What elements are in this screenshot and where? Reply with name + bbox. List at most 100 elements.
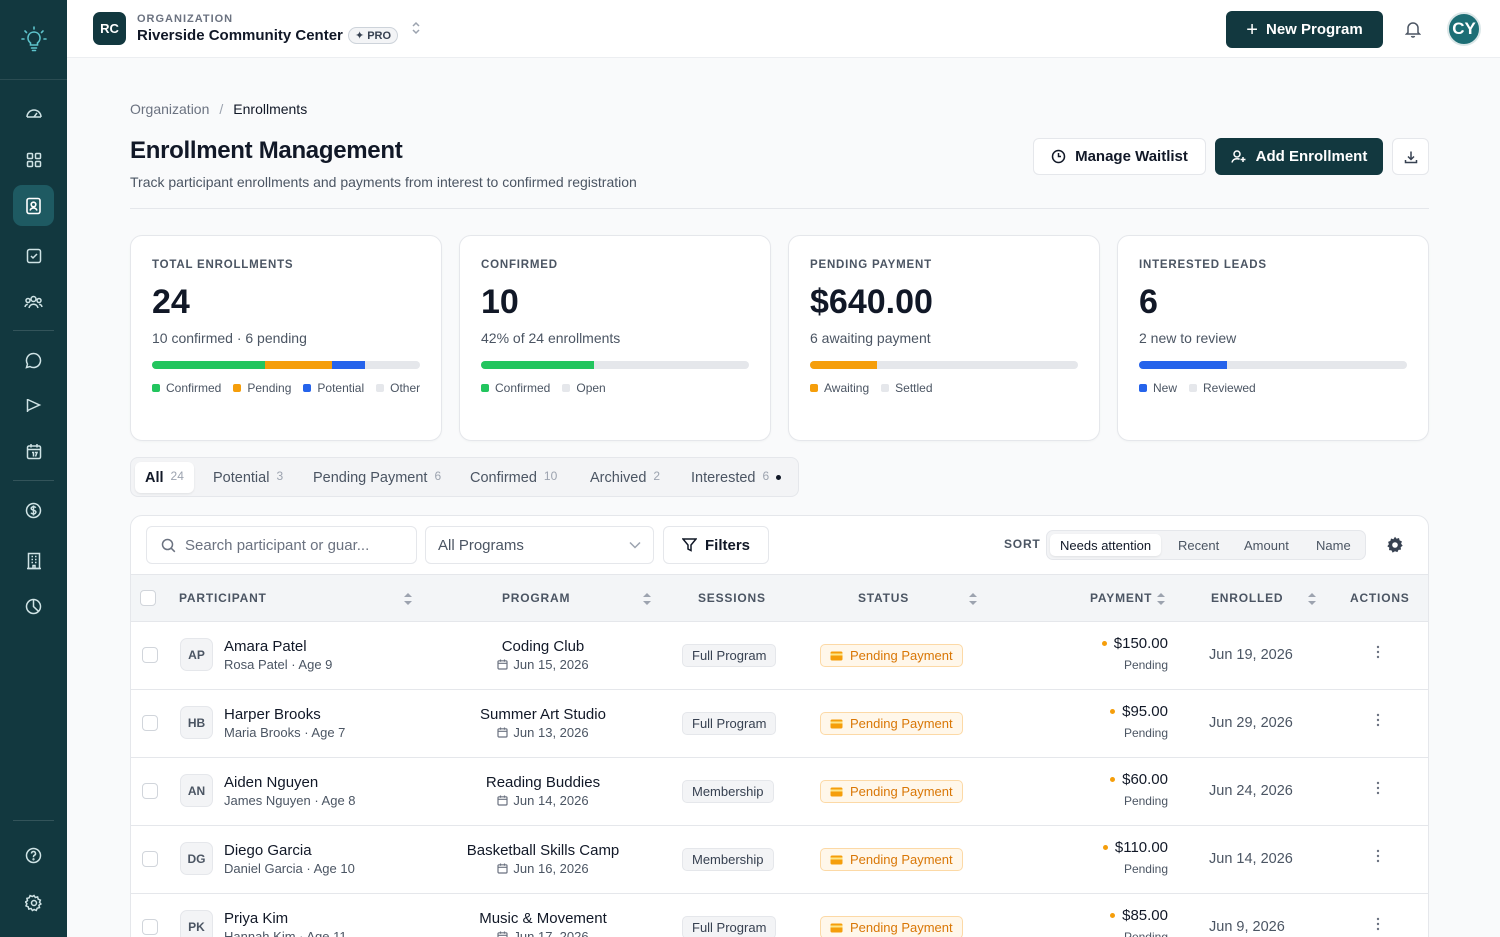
row-checkbox[interactable] (142, 783, 158, 799)
sidebar-item-tasks-icon[interactable] (13, 235, 54, 276)
sort-arrows-icon[interactable] (1307, 591, 1317, 607)
org-name[interactable]: Riverside Community Center (137, 27, 343, 44)
main-content: Organization / Enrollments Enrollment Ma… (67, 58, 1500, 937)
sidebar-item-dashboard-icon[interactable] (13, 92, 54, 133)
row-actions-kebab-icon[interactable] (1376, 645, 1380, 659)
program-name[interactable]: Reading Buddies (485, 774, 601, 791)
column-enrolled[interactable]: ENROLLED (1211, 591, 1284, 605)
tab-confirmed[interactable]: Confirmed 10 (460, 462, 567, 493)
notifications-bell-icon[interactable] (1405, 20, 1421, 38)
user-avatar[interactable]: CY (1447, 12, 1481, 46)
org-label: ORGANIZATION (137, 13, 234, 25)
row-actions-kebab-icon[interactable] (1376, 849, 1380, 863)
sidebar-item-building-icon[interactable] (13, 540, 54, 581)
sidebar-item-people-icon[interactable] (13, 281, 54, 322)
tab-potential[interactable]: Potential 3 (203, 462, 293, 493)
breadcrumb-current: Enrollments (233, 101, 308, 117)
app-logo-icon[interactable] (0, 0, 67, 80)
download-icon (1404, 151, 1417, 163)
org-logo[interactable]: RC (93, 12, 126, 45)
legend-item: Settled (881, 380, 933, 395)
tab-label: Potential (213, 469, 270, 486)
table-row[interactable]: AN Aiden Nguyen James Nguyen · Age 8 Readin… (131, 758, 1428, 826)
sort-amount[interactable]: Amount (1244, 537, 1289, 553)
legend-label: Settled (895, 380, 933, 395)
payment-amount-text: $60.00 (1122, 771, 1168, 788)
table-row[interactable]: PK Priya Kim Hannah Kim · Age 11 Music & Mo… (131, 894, 1428, 937)
new-indicator-dot (776, 475, 782, 480)
program-name[interactable]: Basketball Skills Camp (466, 842, 620, 859)
legend-label: Confirmed (166, 380, 222, 395)
select-all-checkbox[interactable] (140, 590, 156, 606)
table-row[interactable]: DG Diego Garcia Daniel Garcia · Age 10 Bask… (131, 826, 1428, 894)
sort-recent[interactable]: Recent (1178, 537, 1220, 553)
participant-name[interactable]: Diego Garcia (224, 842, 312, 859)
sidebar-item-calendar-icon[interactable] (13, 431, 54, 472)
manage-waitlist-button[interactable]: Manage Waitlist (1033, 138, 1206, 175)
payment-amount: $85.00 (1031, 907, 1168, 924)
program-name[interactable]: Coding Club (501, 638, 585, 655)
table-row[interactable]: HB Harper Brooks Maria Brooks · Age 7 Summe… (131, 690, 1428, 758)
sidebar-item-billing-icon[interactable] (13, 490, 54, 531)
guardian-age: Maria Brooks · Age 7 (224, 725, 346, 740)
tab-archived[interactable]: Archived 2 (580, 462, 670, 493)
row-checkbox[interactable] (142, 647, 158, 663)
page-subtitle: Track participant enrollments and paymen… (130, 174, 637, 190)
plus-icon: + (1246, 18, 1258, 41)
sidebar-item-messages-icon[interactable] (13, 340, 54, 381)
row-actions-kebab-icon[interactable] (1376, 917, 1380, 931)
row-checkbox[interactable] (142, 851, 158, 867)
sort-name[interactable]: Name (1316, 537, 1351, 553)
participant-name[interactable]: Amara Patel (224, 638, 307, 655)
download-button[interactable] (1392, 138, 1429, 175)
add-enrollment-button[interactable]: Add Enrollment (1215, 138, 1383, 175)
participant-name[interactable]: Aiden Nguyen (224, 774, 319, 791)
breadcrumb-organization[interactable]: Organization (130, 101, 210, 117)
row-actions-kebab-icon[interactable] (1376, 781, 1380, 795)
column-payment[interactable]: PAYMENT (1090, 591, 1153, 605)
column-program[interactable]: PROGRAM (502, 591, 571, 605)
participant-initials-avatar: AP (180, 638, 213, 671)
participant-name[interactable]: Harper Brooks (224, 706, 321, 723)
program-name[interactable]: Music & Movement (479, 910, 607, 927)
sidebar-item-reports-icon[interactable] (13, 586, 54, 627)
column-participant[interactable]: PARTICIPANT (179, 591, 267, 605)
search-box[interactable] (146, 526, 417, 564)
tab-pending-payment[interactable]: Pending Payment 6 (303, 462, 451, 493)
progress-segment (810, 361, 877, 369)
sort-arrows-icon[interactable] (968, 591, 978, 607)
program-select[interactable]: All Programs (425, 526, 654, 564)
program-name[interactable]: Summer Art Studio (480, 706, 606, 723)
search-input[interactable] (185, 536, 395, 554)
sidebar-item-help-icon[interactable] (13, 835, 54, 876)
row-checkbox[interactable] (142, 715, 158, 731)
tab-all[interactable]: All 24 (135, 462, 194, 493)
stat-progress-bar (152, 361, 420, 369)
sort-arrows-icon[interactable] (642, 591, 652, 607)
new-program-button[interactable]: + New Program (1226, 11, 1383, 48)
sort-arrows-icon[interactable] (403, 591, 413, 607)
payment-status-dot (1110, 777, 1116, 782)
table-settings-gear-icon[interactable] (1386, 536, 1404, 554)
tab-count: 6 (762, 468, 770, 483)
column-status[interactable]: STATUS (858, 591, 910, 605)
sidebar-item-settings-icon[interactable] (13, 882, 54, 923)
sidebar-item-announce-icon[interactable] (13, 385, 54, 426)
sidebar-item-enrollments-icon[interactable] (13, 185, 54, 226)
org-switcher-chevrons-icon[interactable] (411, 20, 421, 36)
calendar-icon (497, 659, 509, 670)
status-text: Pending Payment (850, 648, 953, 663)
row-checkbox[interactable] (142, 919, 158, 935)
stat-legend: New Reviewed (1139, 380, 1409, 395)
payment-amount-text: $95.00 (1122, 703, 1168, 720)
participant-name[interactable]: Priya Kim (224, 910, 289, 927)
sort-arrows-icon[interactable] (1156, 591, 1166, 607)
sort-needs-attention[interactable]: Needs attention (1050, 534, 1162, 556)
tab-interested[interactable]: Interested 6 (681, 462, 791, 493)
sidebar-item-grid-icon[interactable] (13, 139, 54, 180)
filters-button[interactable]: Filters (663, 526, 769, 564)
table-row[interactable]: AP Amara Patel Rosa Patel · Age 9 Coding Cl… (131, 622, 1428, 690)
row-actions-kebab-icon[interactable] (1376, 713, 1380, 727)
legend-item: Reviewed (1189, 380, 1256, 395)
session-badge: Full Program (682, 712, 777, 735)
